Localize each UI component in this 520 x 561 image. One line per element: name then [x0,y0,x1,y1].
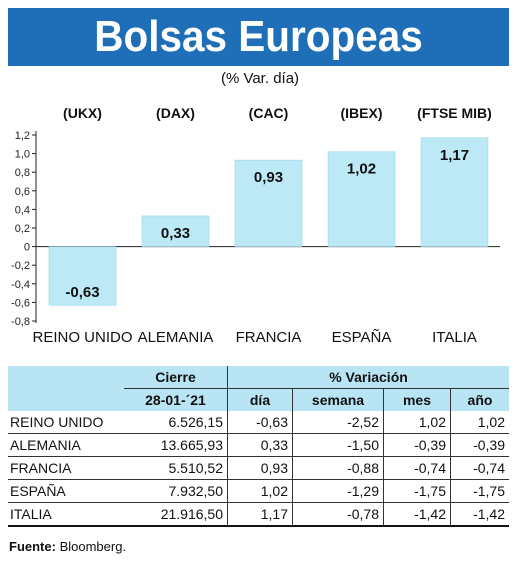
y-tick-label: 0,2 [15,223,30,235]
cierre-cell: 7.932,50 [168,483,224,499]
page-title: Bolsas Europeas [94,12,423,61]
cierre-cell: 21.916,50 [160,506,223,522]
dia-cell: -0,63 [227,411,293,434]
ano-cell: -1,42 [450,502,509,526]
date-header: 28-01-´21 [124,388,228,411]
dia-cell: 0,33 [227,433,293,457]
cierre-cell: 5.510,52 [168,460,224,476]
bar-value-label: 0,33 [161,225,190,242]
mes-cell: 1,02 [383,411,451,434]
y-tick-label: -0,8 [11,316,30,328]
source-label: Fuente: [9,539,56,554]
y-tick-label: 1,2 [15,130,30,142]
dia-header: día [227,388,293,411]
dia-cell: 0,93 [227,456,293,480]
source-note: Fuente: Bloomberg. [9,539,126,554]
dia-cell: 1,02 [227,479,293,503]
bar [234,159,303,247]
source-value: Bloomberg. [59,539,127,554]
index-label: (UKX) [63,105,102,121]
table-row: ALEMANIA 13.665,93 0,33 -1,50 -0,39 -0,3… [8,433,509,457]
ano-cell: -1,75 [450,479,509,503]
bar-chart: 1,2 1,0 0,8 0,6 0,4 0,2 0 -0,2 -0,4 -0,6 -0,8 -0,63… [11,105,500,346]
semana-cell: -1,29 [292,479,384,503]
ano-header: año [450,388,509,411]
bar-value-label: 0,93 [254,169,283,186]
mes-cell: -1,42 [383,502,451,526]
mes-cell: -0,39 [383,433,451,457]
category-label: ITALIA [432,329,477,346]
table-row: ITALIA 21.916,50 1,17 -0,78 -1,42 -1,42 [8,502,509,526]
index-label: (CAC) [249,105,289,121]
index-label: (FTSE MIB) [417,105,492,121]
dia-cell: 1,17 [227,502,293,526]
category-label: ALEMANIA [138,329,214,346]
mes-cell: -1,75 [383,479,451,503]
cierre-header: Cierre [124,366,228,389]
bar [141,215,210,247]
semana-header: semana [292,388,384,411]
bar-value-label: -0,63 [65,284,99,301]
bar-value-label: 1,17 [440,147,469,164]
variacion-header: % Variación [227,366,509,389]
bar [327,151,396,247]
y-tick-label: 0,8 [15,167,30,179]
data-table: Cierre % Variación 28-01-´21 día semana … [8,366,509,527]
category-label: FRANCIA [236,329,302,346]
country-cell: ESPAÑA [10,483,66,499]
y-tick-label: 1,0 [15,149,30,161]
bar [420,137,489,247]
bar [48,246,117,306]
semana-cell: -1,50 [292,433,384,457]
country-cell: REINO UNIDO [10,414,104,430]
mes-header: mes [383,388,451,411]
table-row: FRANCIA 5.510,52 0,93 -0,88 -0,74 -0,74 [8,456,509,480]
bar-value-label: 1,02 [347,161,376,178]
table-row: ESPAÑA 7.932,50 1,02 -1,29 -1,75 -1,75 [8,479,509,503]
semana-cell: -2,52 [292,411,384,434]
cierre-cell: 13.665,93 [160,437,223,453]
y-tick-label: 0,4 [15,204,30,216]
table-row: REINO UNIDO 6.526,15 -0,63 -2,52 1,02 1,… [8,411,509,434]
category-label: ESPAÑA [332,329,392,346]
mes-cell: -0,74 [383,456,451,480]
country-cell: ITALIA [10,506,52,522]
table-corner-header [8,366,124,411]
category-label: REINO UNIDO [32,329,132,346]
semana-cell: -0,88 [292,456,384,480]
cierre-cell: 6.526,15 [168,414,224,430]
y-tick-label: -0,2 [11,260,30,272]
y-tick-label: -0,6 [11,297,30,309]
y-tick-label: 0,6 [15,186,30,198]
title-banner: Bolsas Europeas [8,8,509,66]
index-label: (DAX) [156,105,195,121]
y-tick-label: 0 [24,242,30,254]
chart-subtitle: (% Var. día) [220,70,300,87]
country-cell: FRANCIA [10,460,72,476]
country-cell: ALEMANIA [10,437,81,453]
y-tick-label: -0,4 [11,279,30,291]
ano-cell: -0,74 [450,456,509,480]
semana-cell: -0,78 [292,502,384,526]
index-label: (IBEX) [341,105,383,121]
ano-cell: 1,02 [450,411,509,434]
ano-cell: -0,39 [450,433,509,457]
